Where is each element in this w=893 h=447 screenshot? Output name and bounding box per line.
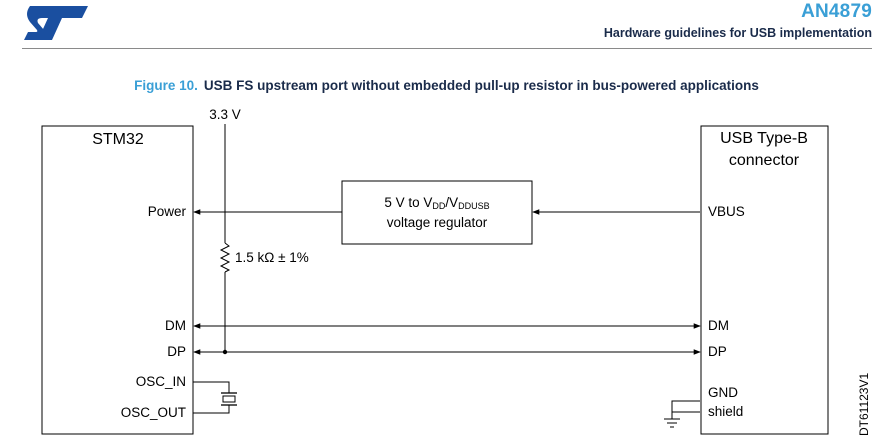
document-id: AN4879 xyxy=(801,1,872,22)
connector-pin-gnd: GND xyxy=(708,385,738,400)
regulator-label-line2: voltage regulator xyxy=(387,215,488,230)
stm32-pin-power: Power xyxy=(148,204,187,219)
resistor-label: 1.5 kΩ ± 1% xyxy=(235,250,309,265)
connector-pin-dm: DM xyxy=(708,318,729,333)
header-divider xyxy=(22,48,872,49)
crystal-icon xyxy=(193,381,237,414)
figure-title: USB FS upstream port without embedded pu… xyxy=(203,78,759,93)
page-header: AN4879 Hardware guidelines for USB imple… xyxy=(0,0,893,50)
stm32-pin-dp: DP xyxy=(167,344,186,359)
resistor-symbol xyxy=(219,242,231,273)
stm32-title: STM32 xyxy=(92,131,144,148)
stm32-block xyxy=(41,125,194,435)
voltage-regulator-block xyxy=(341,180,533,245)
connector-pin-dp: DP xyxy=(708,344,727,359)
connector-title-line1: USB Type-B xyxy=(720,130,808,147)
regulator-label-line1: 5 V to VDD/VDDUSB xyxy=(384,195,489,211)
figure-code: DT61123V1 xyxy=(857,373,871,436)
connector-pin-vbus: VBUS xyxy=(708,204,745,219)
connector-title-line2: connector xyxy=(729,152,800,169)
usb-connector-block xyxy=(700,125,829,435)
supply-label: 3.3 V xyxy=(209,107,241,122)
stm32-pin-osc-out: OSC_OUT xyxy=(121,405,186,420)
stm32-pin-dm: DM xyxy=(165,318,186,333)
ground-icon xyxy=(664,400,700,428)
document-subtitle: Hardware guidelines for USB implementati… xyxy=(603,26,872,40)
figure-number: Figure 10. xyxy=(134,78,198,93)
connector-pin-shield: shield xyxy=(708,404,743,419)
stm32-pin-osc-in: OSC_IN xyxy=(136,374,186,389)
st-logo xyxy=(24,6,88,40)
figure-caption: Figure 10. USB FS upstream port without e… xyxy=(0,78,893,93)
